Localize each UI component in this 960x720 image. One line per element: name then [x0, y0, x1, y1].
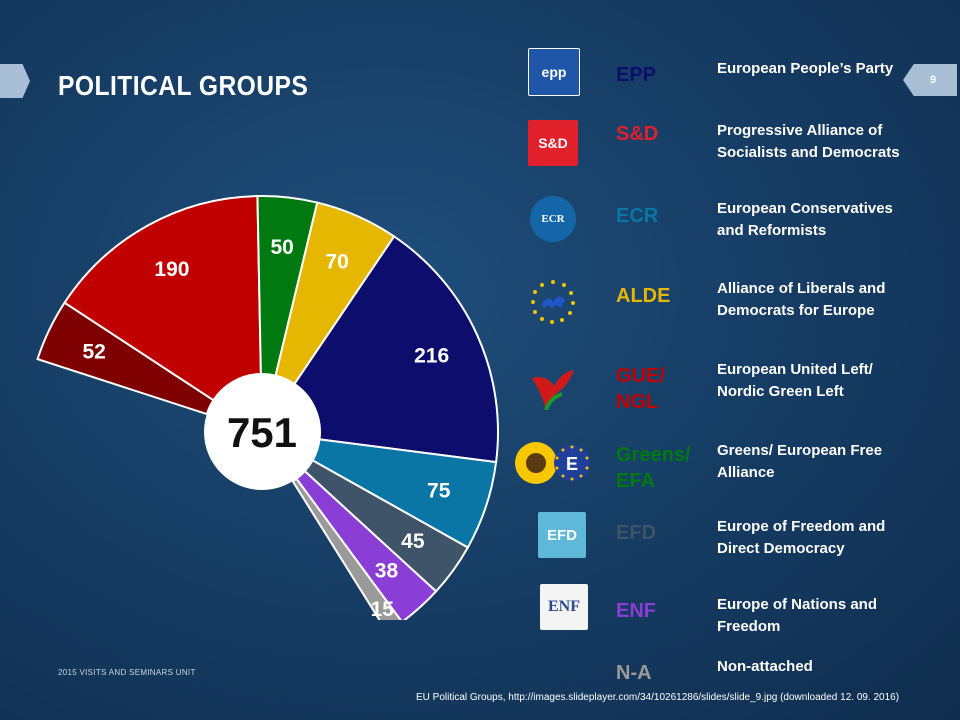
legend-name-sd: Progressive Alliance of Socialists and D… — [717, 122, 900, 161]
center-circle — [204, 374, 320, 490]
page-number-badge: 9 — [903, 64, 957, 96]
legend-name-na: Non-attached — [717, 658, 813, 675]
legend-abbr-efd: EFD — [616, 522, 656, 544]
footer-unit: 2015 VISITS AND SEMINARS UNIT — [58, 668, 196, 677]
legend-name-enf: Europe of Nations and Freedom — [717, 596, 878, 635]
legend-name-gue: European United Left/ Nordic Green Left — [717, 361, 873, 400]
legend-abbr-ecr: ECR — [616, 205, 659, 227]
data-label-alde: 70 — [325, 251, 348, 274]
alde-logo — [528, 278, 578, 324]
data-label-epp: 216 — [414, 344, 449, 367]
data-label-efd: 15 — [371, 598, 395, 620]
data-label-enf: 38 — [375, 559, 399, 582]
data-label-na: 52 — [82, 341, 105, 364]
page-title: POLITICAL GROUPS — [58, 70, 309, 101]
data-label-ecr: 75 — [427, 479, 451, 502]
legend-name-greens: Greens/ European Free Alliance — [717, 442, 883, 481]
legend-abbr-alde: ALDE — [616, 285, 671, 307]
gue-logo — [528, 364, 578, 410]
legend-abbr-sd: S&D — [616, 123, 659, 145]
legend-name-alde: Alliance of Liberals and Democrats for E… — [717, 280, 886, 319]
legend-abbr-na: N-A — [616, 662, 652, 684]
svg-text:E: E — [566, 454, 578, 474]
total-seats-label: 751 — [227, 409, 297, 456]
legend-abbr-greens: Greens/ EFA — [616, 444, 691, 492]
legend-name-epp: European People’s Party — [717, 60, 894, 77]
legend-name-ecr: European Conservatives and Reformists — [717, 200, 893, 239]
data-label-greensefa: 50 — [270, 236, 293, 259]
legend-name-efd: Europe of Freedom and Direct Democracy — [717, 518, 886, 557]
ecr-logo: ECR — [528, 196, 578, 242]
epp-logo: epp — [528, 48, 580, 96]
efd-logo: EFD — [538, 512, 586, 558]
enf-logo: ENF — [540, 584, 588, 630]
legend-abbr-gue: GUE/ NGL — [616, 365, 665, 413]
sd-logo: S&D — [528, 120, 578, 166]
data-label-guengl: 45 — [401, 530, 425, 553]
legend-abbr-enf: ENF — [616, 600, 656, 622]
data-label-sd: 190 — [154, 258, 189, 281]
legend-abbr-epp: EPP — [616, 64, 657, 86]
footer-source: EU Political Groups, http://images.slide… — [416, 692, 900, 703]
greens-logo: E — [514, 440, 594, 486]
